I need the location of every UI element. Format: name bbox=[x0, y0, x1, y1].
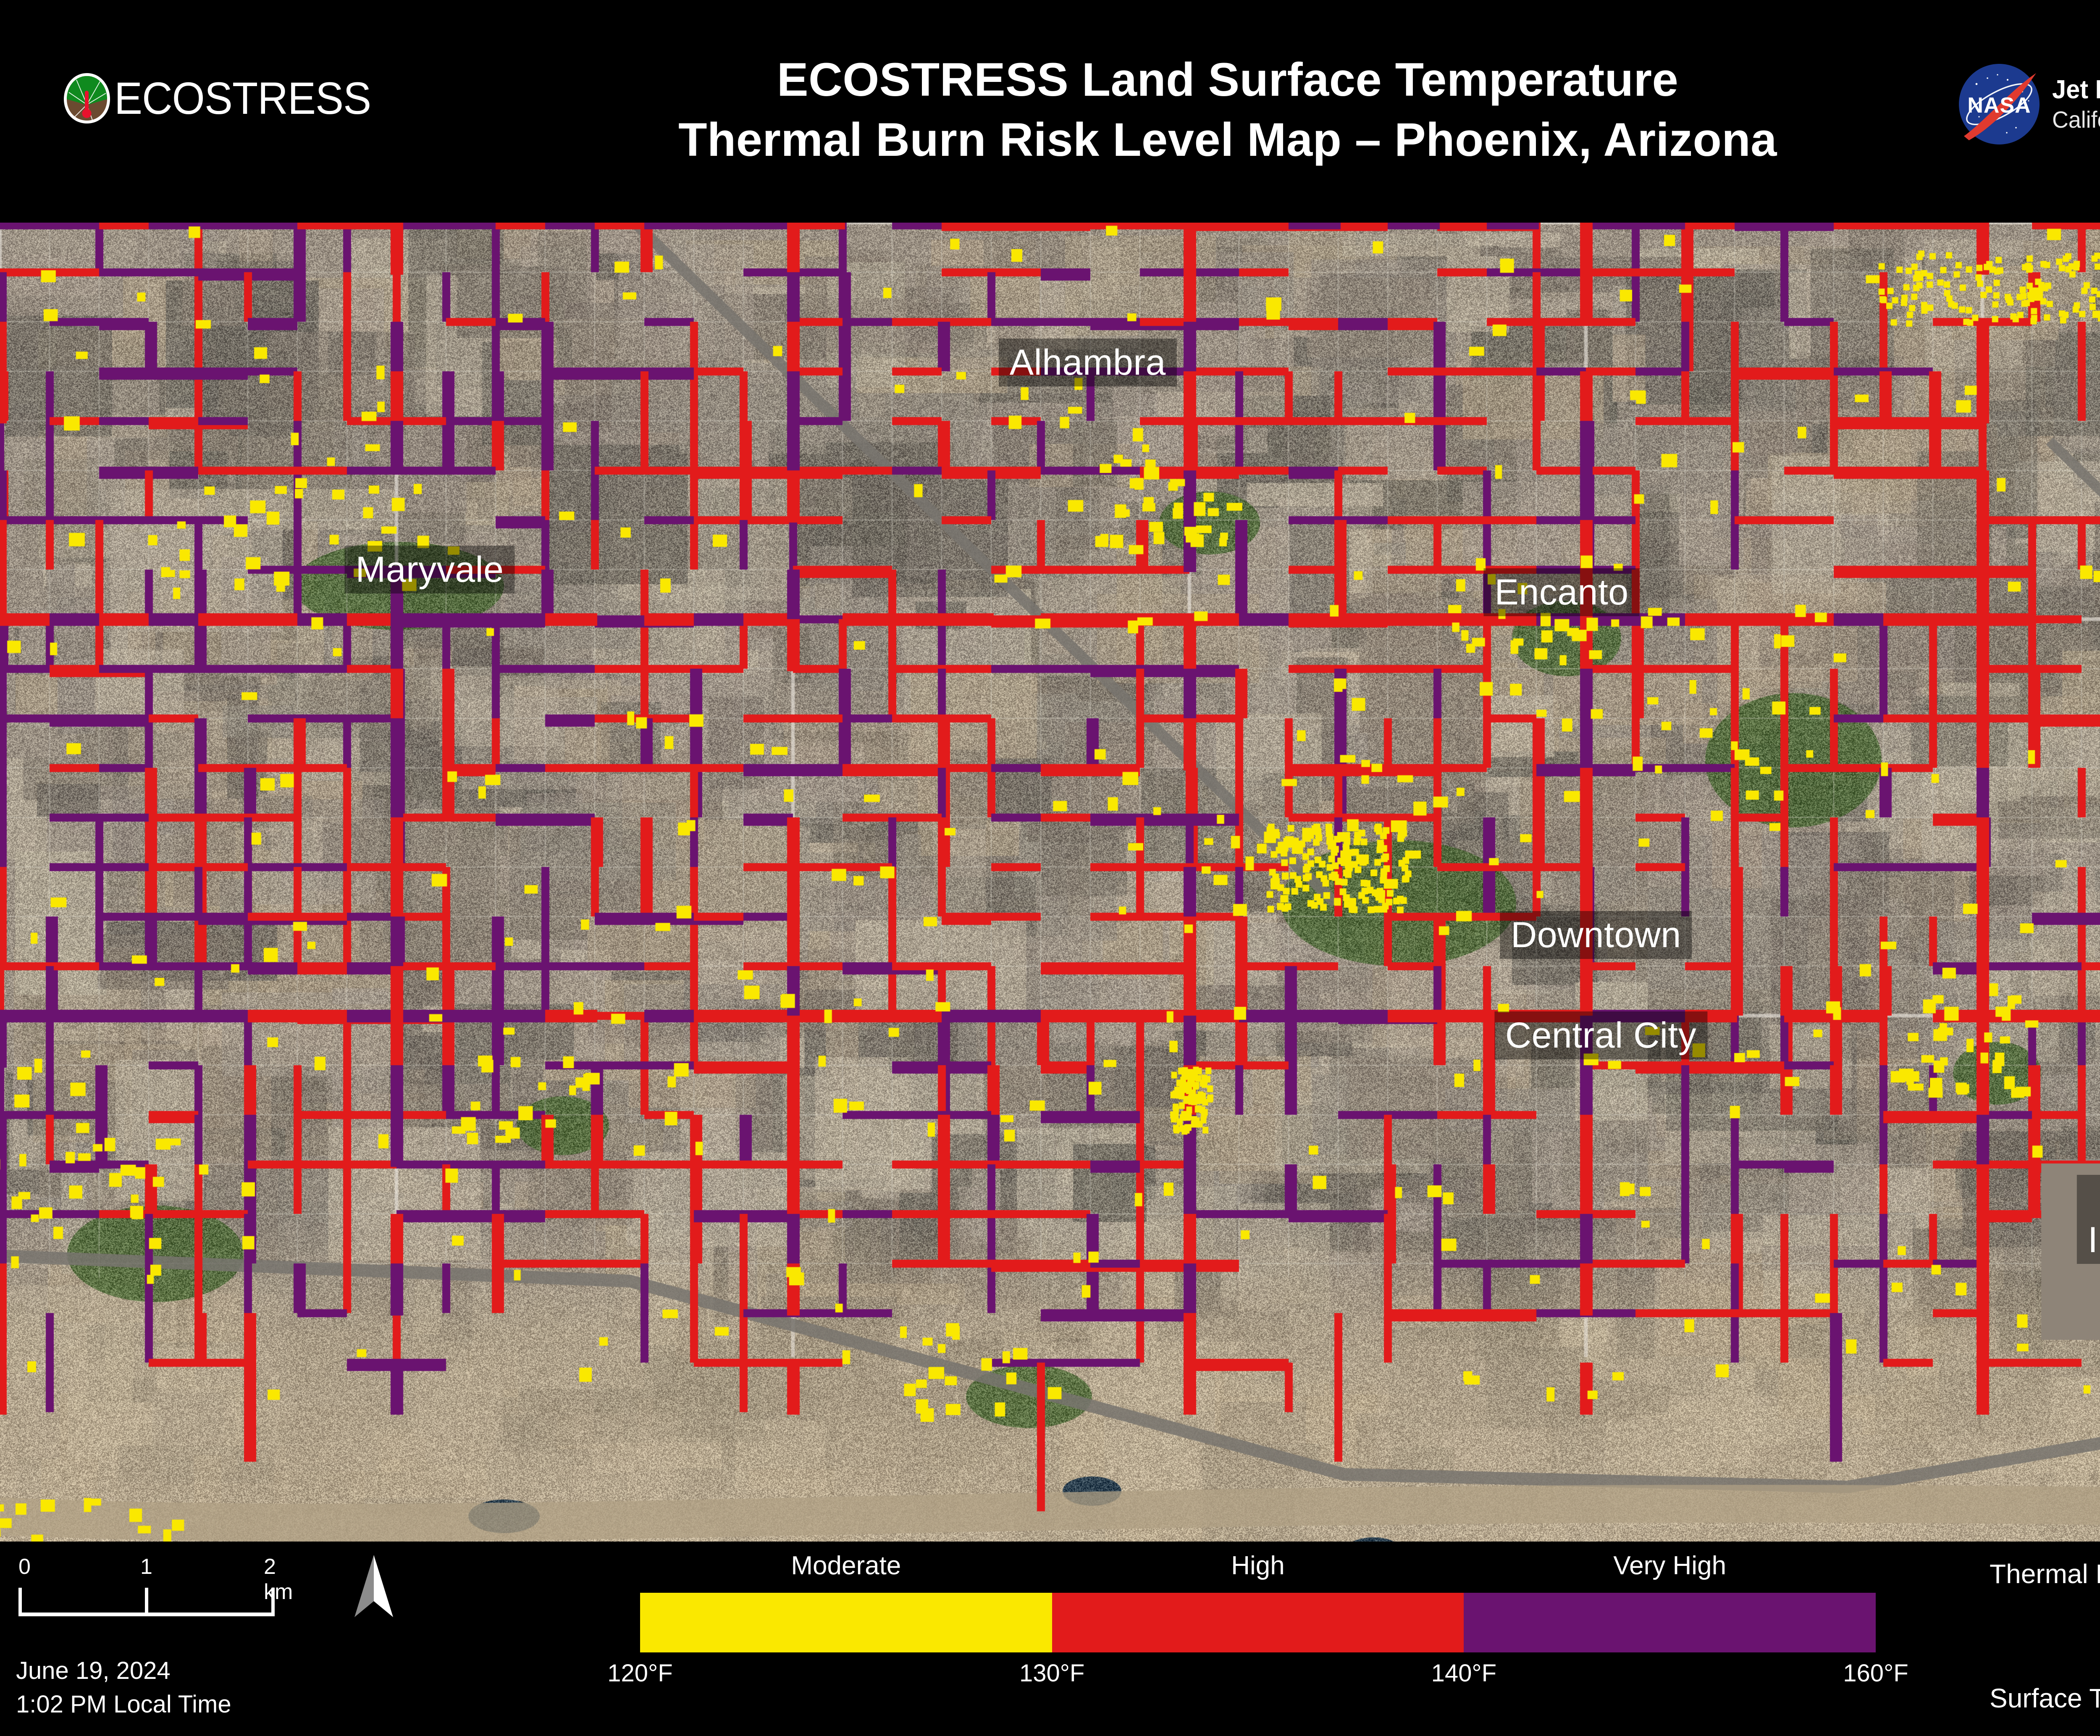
legend-tick-2: 140°F bbox=[1431, 1660, 1497, 1687]
scale-bar-tick-mid bbox=[145, 1588, 148, 1616]
scale-bar: 0 1 2 km bbox=[18, 1554, 293, 1616]
ecostress-leaf-thermometer-icon bbox=[64, 73, 110, 123]
ecostress-logo: ECOSTRESS bbox=[62, 71, 390, 125]
legend-captions: Thermal Burn Risk Level Surface Temperat… bbox=[1990, 1558, 2100, 1714]
scale-bar-labels: 0 1 2 km bbox=[18, 1554, 293, 1604]
jpl-line-1: Jet Propulsion Laboratory bbox=[2052, 75, 2100, 104]
caption-thermal-burn-risk-level: Thermal Burn Risk Level bbox=[1990, 1559, 2100, 1589]
scale-tick-1: 1 bbox=[140, 1555, 152, 1579]
title-line-2: Thermal Burn Risk Level Map – Phoenix, A… bbox=[678, 113, 1777, 166]
nasa-meatball-icon: NASA bbox=[1958, 64, 2040, 144]
legend-tick-1: 130°F bbox=[1019, 1660, 1085, 1687]
jpl-line-2: California Institute of Technology bbox=[2052, 106, 2100, 133]
legend-band-moderate bbox=[640, 1593, 1052, 1652]
legend-label-high: High bbox=[1231, 1551, 1285, 1580]
legend-band-very-high bbox=[1464, 1593, 1876, 1652]
caption-surface-temperature: Surface Temperature bbox=[1990, 1683, 2100, 1713]
legend-band-high bbox=[1052, 1593, 1464, 1652]
place-label-maryvale: Maryvale bbox=[344, 546, 515, 594]
scale-bar-tick-right bbox=[271, 1588, 275, 1616]
legend-color-bands bbox=[640, 1593, 1876, 1652]
legend-temperature-ticks: 120°F 130°F 140°F 160°F bbox=[607, 1659, 1908, 1689]
legend-class-labels: Moderate High Very High bbox=[640, 1551, 1876, 1583]
scale-tick-0: 0 bbox=[18, 1555, 31, 1579]
acquisition-datetime: June 19, 2024 1:02 PM Local Time bbox=[16, 1654, 231, 1721]
acquisition-date: June 19, 2024 bbox=[16, 1657, 171, 1684]
map-raster-layer[interactable] bbox=[0, 223, 2100, 1542]
place-label-central-city: Central City bbox=[1494, 1011, 1708, 1059]
page-header: ECOSTRESS ECOSTRESS Land Surface Tempera… bbox=[0, 0, 2100, 223]
map-title: ECOSTRESS Land Surface Temperature Therm… bbox=[0, 0, 2100, 170]
legend-tick-3: 160°F bbox=[1843, 1660, 1908, 1687]
scale-bar-tick-left bbox=[18, 1588, 22, 1616]
place-label-downtown: Downtown bbox=[1500, 911, 1692, 959]
title-line-1: ECOSTRESS Land Surface Temperature bbox=[777, 53, 1679, 106]
nasa-jpl-logo: NASA Jet Propulsion Laboratory Californi… bbox=[1957, 62, 2100, 146]
ecostress-wordmark: ECOSTRESS bbox=[114, 73, 371, 123]
legend-tick-0: 120°F bbox=[607, 1660, 673, 1687]
legend-label-moderate: Moderate bbox=[791, 1551, 901, 1580]
scale-tick-2: 2 km bbox=[264, 1555, 293, 1604]
svg-text:NASA: NASA bbox=[1967, 93, 2031, 118]
place-label-encanto: Encanto bbox=[1483, 568, 1640, 616]
page-footer: 0 1 2 km June 19, 2024 1:02 PM Local Tim… bbox=[0, 1542, 2100, 1736]
scale-bar-bracket bbox=[18, 1586, 275, 1616]
north-arrow-icon bbox=[354, 1555, 393, 1617]
temperature-legend: Moderate High Very High 120°F 130°F 140°F 160… bbox=[607, 1551, 1908, 1689]
acquisition-time: 1:02 PM Local Time bbox=[16, 1691, 231, 1718]
place-label-sky-harbor: Sky Harbor International Airport bbox=[2076, 1175, 2100, 1264]
place-label-alhambra: Alhambra bbox=[998, 339, 1177, 387]
jpl-wordmark: Jet Propulsion Laboratory California Ins… bbox=[2052, 75, 2100, 133]
legend-label-very-high: Very High bbox=[1613, 1551, 1727, 1580]
thermal-burn-risk-map[interactable]: AlhambraCamelback EastMaryvaleEncantoDow… bbox=[0, 223, 2100, 1542]
